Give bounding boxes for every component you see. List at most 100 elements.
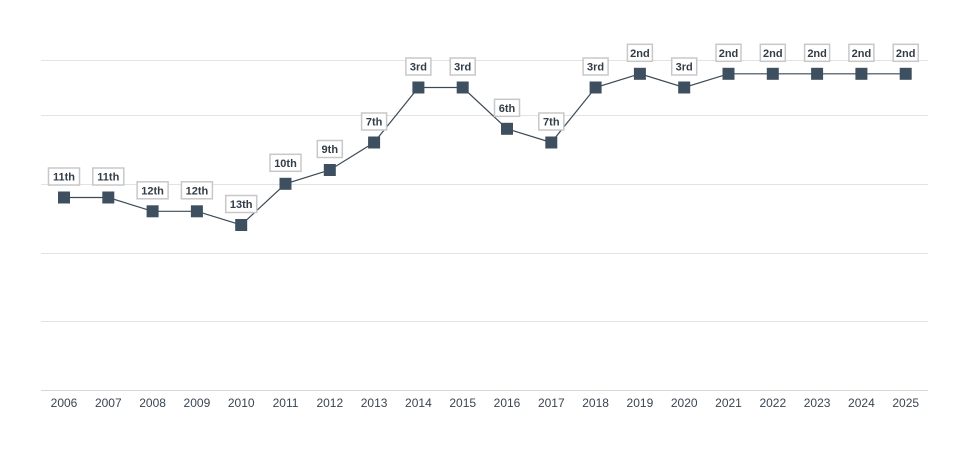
- x-tick-label: 2023: [804, 396, 831, 410]
- data-label-text: 9th: [322, 144, 339, 156]
- data-point-marker: [58, 191, 70, 204]
- data-label-box: [47, 167, 81, 186]
- data-label-text: 13th: [230, 199, 253, 211]
- data-point-marker: [678, 81, 691, 94]
- data-label: 2nd: [803, 43, 831, 63]
- data-label-box: [224, 194, 258, 214]
- data-label: 10th: [269, 153, 302, 173]
- data-point-marker: [501, 122, 513, 135]
- data-label-box: [360, 112, 388, 131]
- x-tick-label: 2022: [759, 396, 786, 410]
- data-label-text: 2nd: [896, 48, 916, 60]
- x-tick-label: 2015: [449, 396, 476, 410]
- data-point-marker: [368, 136, 381, 149]
- x-tick-label: 2010: [228, 396, 255, 410]
- x-tick-label: 2006: [51, 396, 78, 410]
- data-label-text: 3rd: [454, 62, 471, 74]
- data-label: 2nd: [892, 43, 919, 63]
- data-label-box: [180, 181, 214, 200]
- x-axis: 2006 2007 2008 2009 2010 2011 2012 2013 2014 2015…: [51, 396, 920, 410]
- data-label: 2nd: [626, 43, 654, 63]
- data-label: 12th: [180, 181, 214, 200]
- data-point-marker: [412, 81, 425, 94]
- data-label: 2nd: [759, 43, 787, 63]
- data-label-text: 3rd: [410, 62, 427, 74]
- data-label: 7th: [360, 112, 388, 131]
- marker-layer: [58, 67, 912, 231]
- x-tick-label: 2020: [671, 396, 698, 410]
- data-label: 11th: [92, 167, 125, 186]
- data-point-marker: [545, 136, 558, 149]
- label-layer: 11th 11th 12th 12th 13th 10th 9th 7th 3rd 3rd 6th 7…: [47, 43, 919, 214]
- data-label: 2nd: [715, 43, 742, 63]
- data-label-box: [803, 43, 831, 63]
- data-label-text: 2nd: [807, 48, 827, 60]
- data-label-box: [269, 153, 302, 173]
- x-tick-label: 2011: [273, 396, 299, 410]
- data-label-text: 10th: [274, 158, 297, 170]
- x-tick-label: 2014: [405, 396, 432, 410]
- data-label-box: [405, 57, 432, 76]
- data-label-text: 12th: [186, 185, 209, 197]
- series-line: [64, 73, 906, 226]
- data-label-box: [136, 181, 169, 200]
- data-label: 3rd: [582, 57, 609, 76]
- data-point-marker: [899, 67, 912, 80]
- data-label: 7th: [538, 112, 565, 131]
- x-tick-label: 2007: [95, 396, 122, 410]
- data-label-text: 3rd: [587, 62, 604, 74]
- data-label-box: [626, 43, 654, 63]
- x-tick-label: 2016: [494, 396, 521, 410]
- data-point-marker: [633, 67, 646, 80]
- data-label: 13th: [224, 194, 258, 214]
- data-label-box: [848, 43, 875, 63]
- x-tick-label: 2018: [582, 396, 609, 410]
- data-label: 3rd: [449, 57, 476, 76]
- data-label-text: 2nd: [763, 48, 783, 60]
- x-tick-label: 2017: [538, 396, 565, 410]
- line-layer: [64, 73, 906, 226]
- data-label: 3rd: [405, 57, 432, 76]
- x-tick-label: 2025: [892, 396, 919, 410]
- data-label: 9th: [316, 139, 344, 159]
- data-label-text: 12th: [141, 185, 164, 197]
- data-label: 2nd: [848, 43, 875, 63]
- grid-layer: [41, 60, 928, 391]
- data-label-text: 7th: [366, 117, 383, 129]
- data-label-box: [316, 139, 344, 159]
- x-tick-label: 2009: [184, 396, 211, 410]
- data-label-box: [715, 43, 742, 63]
- data-label: 12th: [136, 181, 169, 200]
- x-tick-label: 2021: [715, 396, 742, 410]
- data-point-marker: [811, 67, 824, 80]
- data-label-text: 2nd: [630, 48, 650, 60]
- x-tick-label: 2024: [848, 396, 875, 410]
- data-label-text: 6th: [499, 103, 516, 115]
- data-label-box: [582, 57, 609, 76]
- data-label-box: [670, 57, 698, 76]
- data-point-marker: [279, 177, 292, 190]
- data-point-marker: [235, 219, 248, 231]
- data-point-marker: [589, 81, 602, 94]
- data-label-text: 11th: [97, 172, 119, 184]
- data-point-marker: [190, 205, 203, 218]
- data-label-text: 3rd: [676, 62, 693, 74]
- x-tick-label: 2012: [316, 396, 343, 410]
- data-label-box: [92, 167, 125, 186]
- data-label: 3rd: [670, 57, 698, 76]
- data-point-marker: [855, 67, 868, 80]
- data-label-box: [538, 112, 565, 131]
- data-label: 6th: [493, 98, 521, 118]
- x-tick-label: 2008: [139, 396, 166, 410]
- data-label-box: [759, 43, 787, 63]
- data-point-marker: [722, 67, 735, 80]
- data-point-marker: [456, 81, 469, 94]
- data-point-marker: [766, 67, 779, 80]
- data-point-marker: [146, 205, 159, 218]
- data-label-box: [493, 98, 521, 118]
- data-label: 11th: [47, 167, 81, 186]
- data-label-text: 7th: [543, 117, 560, 129]
- data-label-text: 2nd: [719, 48, 739, 60]
